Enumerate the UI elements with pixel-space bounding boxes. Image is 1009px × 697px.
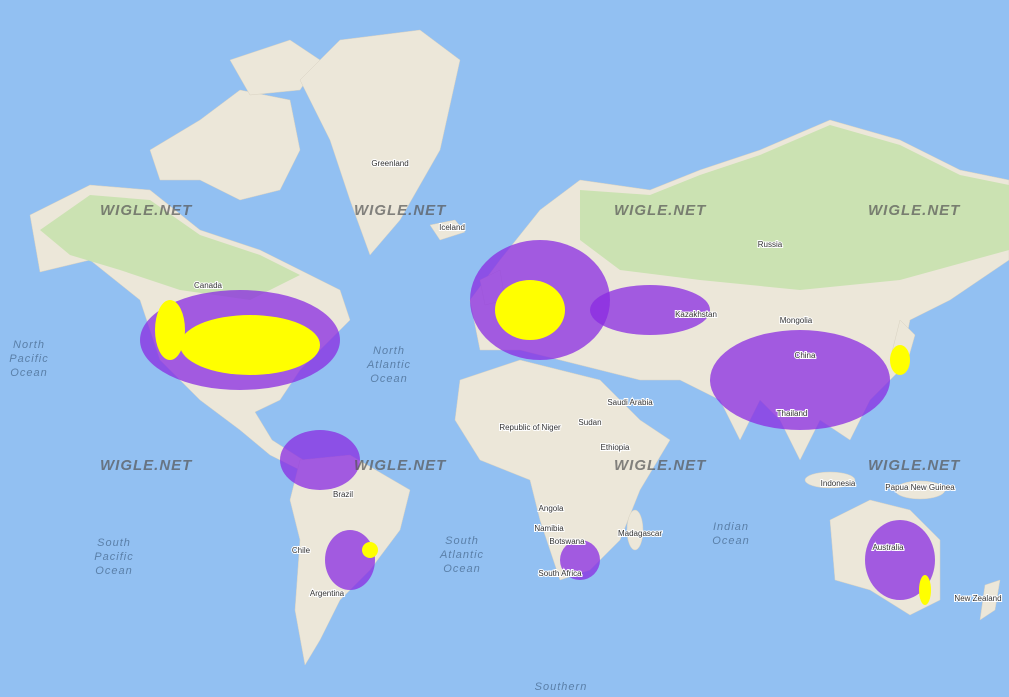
place-label: Australia (872, 543, 904, 552)
place-label: Thailand (777, 409, 808, 418)
place-label: Mongolia (780, 316, 813, 325)
watermark: WIGLE.NET (100, 202, 193, 219)
watermark: WIGLE.NET (354, 457, 447, 474)
ocean-label: North Atlantic Ocean (366, 345, 411, 385)
place-label: Madagascar (618, 529, 662, 538)
place-label: Russia (758, 240, 783, 249)
place-label: China (795, 351, 816, 360)
place-label: Ethiopia (601, 443, 630, 452)
place-label: Republic of Niger (499, 423, 561, 432)
watermark: WIGLE.NET (614, 457, 707, 474)
ocean-label: South Atlantic Ocean (439, 535, 484, 575)
place-label: Papua New Guinea (885, 483, 955, 492)
place-label: Canada (194, 281, 223, 290)
place-label: Kazakhstan (675, 310, 717, 319)
place-label: Iceland (439, 223, 465, 232)
ocean-label: Southern (535, 681, 588, 693)
ocean-label: South Pacific Ocean (94, 537, 133, 577)
place-label: Botswana (549, 537, 585, 546)
watermark: WIGLE.NET (614, 202, 707, 219)
place-label: South Africa (538, 569, 582, 578)
ocean-label: North Pacific Ocean (9, 339, 48, 379)
watermark: WIGLE.NET (100, 457, 193, 474)
place-label: Indonesia (821, 479, 856, 488)
watermark: WIGLE.NET (868, 202, 961, 219)
place-label: Brazil (333, 490, 353, 499)
watermark: WIGLE.NET (354, 202, 447, 219)
place-label: Angola (539, 504, 564, 513)
place-label: Namibia (534, 524, 564, 533)
place-label: Chile (292, 546, 311, 555)
place-label: New Zealand (954, 594, 1001, 603)
heat (140, 240, 935, 605)
place-label: Saudi Arabia (607, 398, 653, 407)
place-label: Sudan (578, 418, 601, 427)
labels: North Pacific Ocean North Atlantic Ocean South… (9, 158, 1002, 693)
watermark: WIGLE.NET (868, 457, 961, 474)
place-label: Argentina (310, 589, 345, 598)
place-label: Greenland (371, 159, 408, 168)
ocean-label: Indian Ocean (712, 521, 749, 547)
